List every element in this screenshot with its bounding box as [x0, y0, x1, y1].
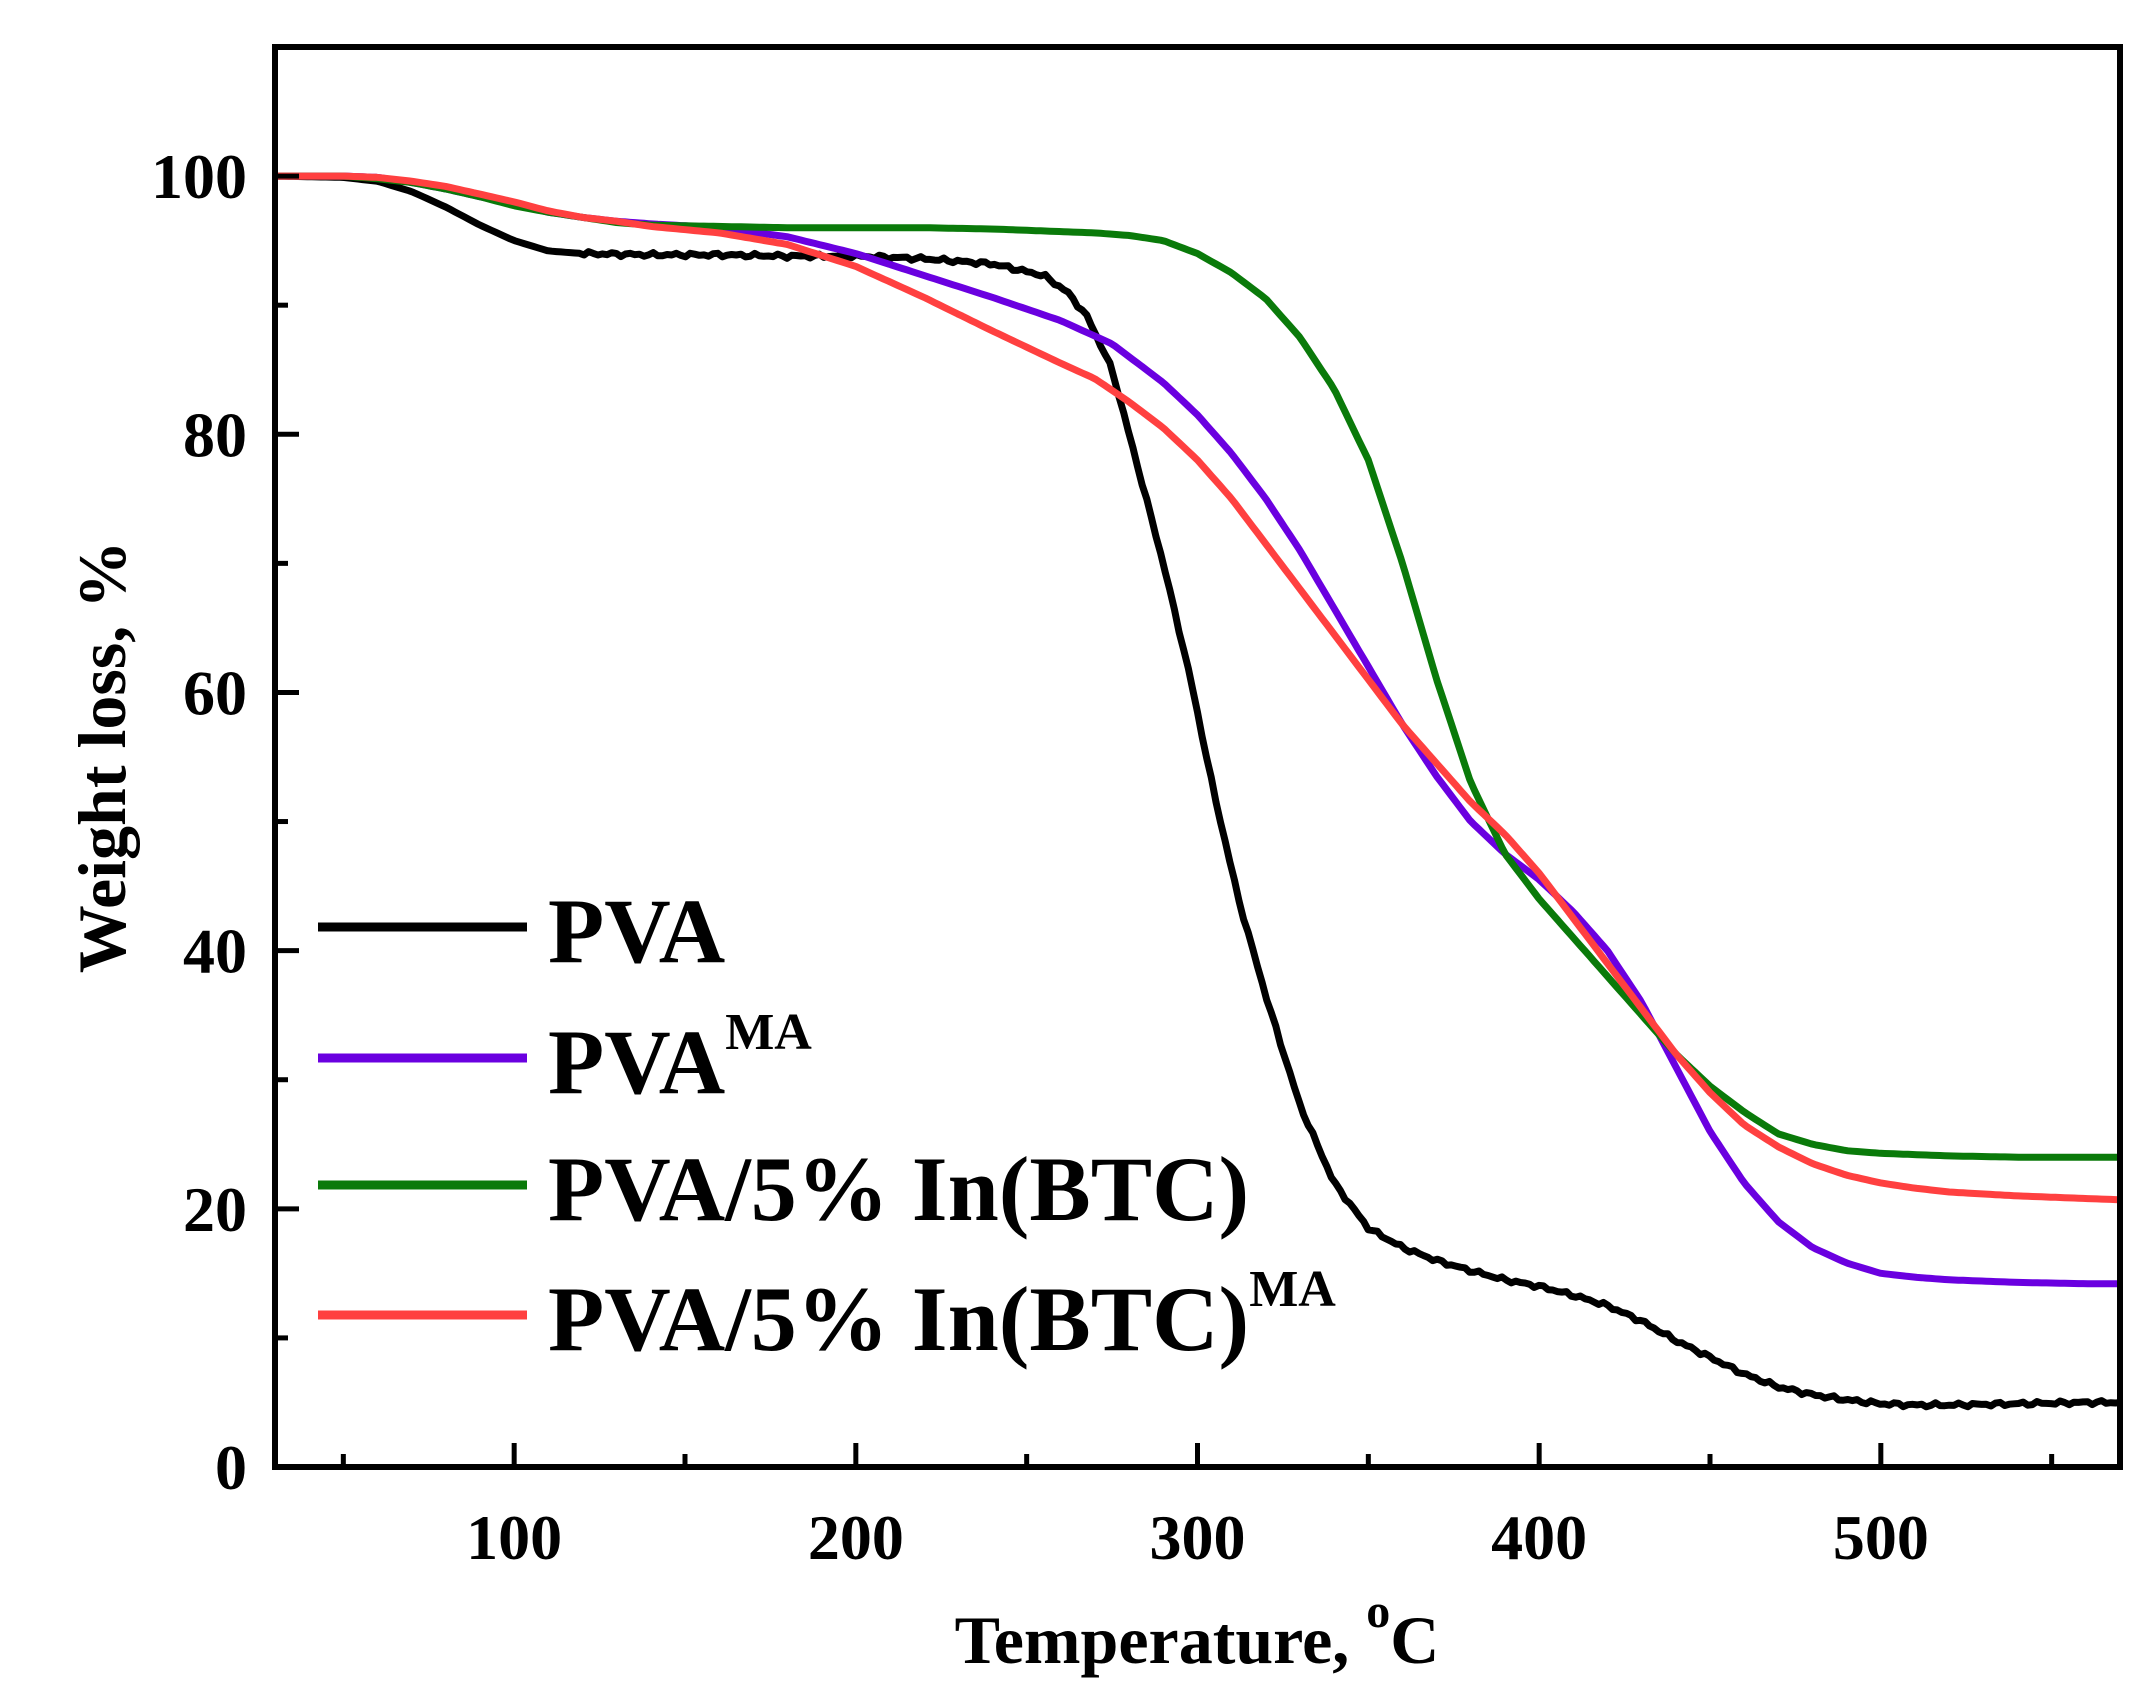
- legend-label-4: PVA/5% In(BTC)MA: [548, 1261, 1336, 1370]
- series-layer: [275, 172, 2120, 1411]
- y-tick-label: 0: [215, 1432, 247, 1503]
- legend-label-1: PVA: [548, 880, 725, 982]
- y-tick-label: 60: [183, 657, 247, 728]
- legend-label-3: PVA/5% In(BTC): [548, 1138, 1249, 1240]
- plot-frame: [272, 44, 2123, 1470]
- series-line-1: [275, 172, 2120, 1411]
- x-tick-label: 200: [808, 1502, 904, 1573]
- y-tick-label: 100: [151, 141, 247, 212]
- x-tick-label: 300: [1150, 1502, 1246, 1573]
- y-tick-label: 80: [183, 399, 247, 470]
- legend: PVA PVAMA PVA/5% In(BTC) PVA/5% In(BTC)MA: [318, 880, 1336, 1370]
- x-tick-label: 500: [1833, 1502, 1929, 1573]
- y-tick-label: 40: [183, 916, 247, 987]
- x-axis-title: Temperature, oC: [955, 1585, 1440, 1678]
- x-tick-label: 400: [1491, 1502, 1587, 1573]
- series-line-4: [275, 172, 2120, 1204]
- axis-tick-labels: 100 200 300 400 500 0 20 40 60 80 100: [151, 141, 1929, 1573]
- y-axis-title: Weight loss, %: [64, 541, 140, 974]
- x-axis-title-unit: C: [1390, 1602, 1439, 1678]
- x-axis-title-sup: o: [1366, 1585, 1390, 1638]
- legend-label-2: PVAMA: [548, 1004, 812, 1113]
- x-tick-label: 100: [466, 1502, 562, 1573]
- axis-ticks: [275, 173, 2055, 1470]
- y-tick-label: 20: [183, 1174, 247, 1245]
